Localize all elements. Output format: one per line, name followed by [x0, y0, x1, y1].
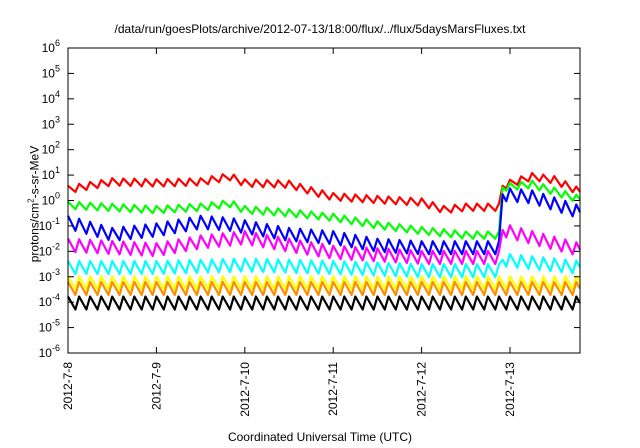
- y-tick-label: 10-3: [39, 267, 60, 284]
- x-tick-label: 2012-7-9: [149, 362, 163, 410]
- series-layer: [67, 171, 581, 311]
- y-tick-label: 102: [42, 140, 60, 157]
- series-line: [67, 187, 581, 256]
- y-tick-label: 10-6: [39, 343, 60, 360]
- x-tick-label: 2012-7-12: [415, 362, 429, 417]
- series-line: [67, 280, 581, 296]
- x-tick-label: 2012-7-13: [503, 362, 517, 417]
- y-tick-label: 10-5: [39, 318, 60, 335]
- series-line: [67, 179, 581, 240]
- y-tick-label: 104: [42, 89, 60, 106]
- y-tick-label: 10-2: [39, 241, 60, 258]
- series-line: [67, 252, 581, 279]
- axes-layer: 10-6 10-5 10-4 10-3 10-2 10-1 100 101 102 103 104 1…: [39, 38, 581, 417]
- x-axis-label: Coordinated Universal Time (UTC): [227, 430, 413, 444]
- chart-title: /data/run/goesPlots/archive/2012-07-13/1…: [114, 22, 526, 36]
- x-tick-label: 2012-7-8: [61, 362, 75, 410]
- series-line: [67, 295, 581, 311]
- x-tick-label: 2012-7-11: [326, 362, 340, 416]
- series-line: [67, 275, 581, 291]
- y-tick-label: 10-1: [39, 216, 60, 233]
- series-line: [67, 224, 581, 265]
- x-tick-label: 2012-7-10: [238, 362, 252, 417]
- y-tick-label: 101: [42, 165, 60, 182]
- y-tick-label: 106: [42, 38, 60, 55]
- series-line: [67, 171, 581, 214]
- y-tick-label: 100: [42, 191, 60, 208]
- y-tick-label: 103: [42, 114, 60, 131]
- y-tick-label: 105: [42, 63, 60, 80]
- y-tick-label: 10-4: [39, 292, 60, 309]
